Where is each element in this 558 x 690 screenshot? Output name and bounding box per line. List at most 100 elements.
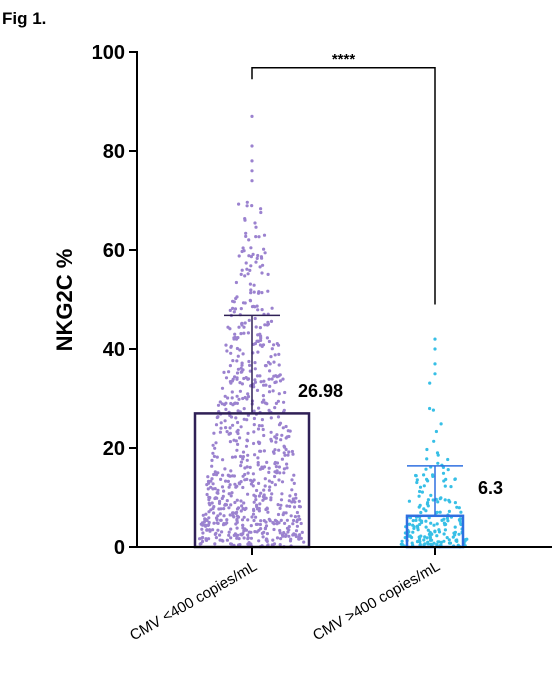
- data-point: [441, 471, 446, 475]
- data-point: [283, 445, 287, 449]
- data-point: [224, 401, 228, 405]
- data-point: [287, 499, 291, 503]
- data-point: [425, 536, 429, 540]
- data-point: [210, 477, 214, 481]
- data-point: [212, 472, 216, 477]
- data-point: [211, 482, 215, 486]
- dots-layer: [198, 114, 469, 549]
- data-point: [254, 515, 258, 519]
- data-point: [459, 522, 463, 526]
- data-point: [227, 506, 231, 510]
- data-point: [267, 488, 271, 492]
- data-point: [411, 530, 415, 534]
- data-point: [229, 381, 233, 385]
- data-point: [283, 390, 287, 395]
- data-point: [239, 464, 243, 468]
- data-point: [236, 442, 240, 446]
- data-point: [247, 318, 251, 322]
- data-point: [278, 506, 282, 510]
- data-point: [284, 511, 288, 515]
- data-point: [271, 450, 276, 454]
- data-point: [255, 256, 259, 260]
- data-point: [238, 381, 242, 385]
- data-point: [236, 506, 241, 510]
- data-point: [428, 381, 432, 385]
- data-point: [254, 235, 258, 239]
- data-point: [229, 351, 233, 355]
- data-point: [250, 204, 254, 208]
- data-point: [243, 301, 247, 305]
- data-point: [292, 505, 297, 509]
- data-point: [250, 159, 254, 163]
- data-point: [252, 518, 256, 523]
- data-point: [233, 307, 238, 311]
- data-point: [414, 518, 418, 523]
- data-point: [270, 347, 274, 351]
- data-point: [257, 290, 261, 294]
- data-point: [284, 424, 288, 429]
- data-point: [228, 483, 232, 487]
- data-point: [227, 492, 231, 496]
- data-point: [272, 374, 276, 378]
- data-point: [420, 520, 424, 525]
- data-point: [457, 532, 461, 536]
- data-point: [260, 271, 264, 275]
- data-point: [214, 441, 218, 445]
- data-point: [220, 530, 224, 534]
- data-point: [252, 283, 256, 287]
- data-point: [247, 238, 251, 242]
- data-point: [248, 268, 252, 272]
- data-point: [207, 516, 211, 520]
- data-point: [235, 536, 239, 540]
- data-point: [249, 482, 253, 486]
- data-point: [230, 396, 234, 400]
- data-point: [259, 491, 263, 495]
- data-point: [235, 376, 239, 380]
- data-point: [433, 372, 437, 376]
- data-point: [224, 426, 228, 430]
- data-point: [459, 510, 463, 514]
- data-point: [291, 522, 295, 526]
- data-point: [277, 448, 281, 452]
- data-point: [235, 359, 239, 363]
- data-point: [266, 510, 270, 514]
- data-point: [260, 308, 264, 312]
- data-point: [249, 264, 253, 268]
- data-point: [236, 409, 240, 413]
- data-point: [249, 291, 253, 295]
- data-point: [241, 474, 245, 478]
- data-point: [220, 485, 225, 489]
- data-point: [267, 517, 271, 521]
- data-point: [218, 430, 222, 434]
- data-point: [269, 498, 273, 502]
- data-point: [218, 499, 222, 503]
- data-point: [223, 394, 227, 398]
- data-point: [202, 520, 207, 524]
- data-point: [286, 453, 290, 457]
- data-point: [242, 376, 246, 381]
- data-point: [232, 336, 236, 340]
- data-point: [280, 457, 284, 461]
- data-point: [453, 477, 457, 481]
- data-point: [436, 500, 440, 504]
- data-point: [262, 494, 266, 498]
- y-tick-label: 60: [103, 240, 125, 262]
- data-point: [235, 448, 239, 452]
- data-point: [265, 506, 269, 510]
- data-point: [256, 350, 260, 354]
- data-point: [231, 514, 235, 518]
- data-point: [242, 325, 246, 329]
- data-point: [257, 481, 261, 485]
- data-point: [278, 528, 282, 533]
- data-point: [201, 535, 205, 540]
- data-point: [273, 518, 277, 523]
- data-point: [262, 449, 266, 453]
- data-point: [285, 462, 289, 466]
- data-point: [239, 509, 243, 513]
- data-point: [252, 409, 256, 413]
- data-point: [428, 406, 432, 411]
- data-point: [418, 503, 422, 507]
- data-point: [245, 267, 249, 271]
- data-point: [249, 478, 253, 482]
